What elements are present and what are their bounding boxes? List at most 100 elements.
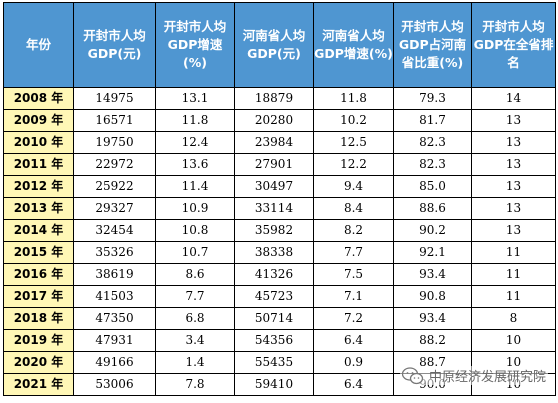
cell-ratio: 90.2 <box>393 219 472 242</box>
cell-hn-growth: 8.4 <box>313 197 394 220</box>
cell-year: 2020 年 <box>3 351 74 374</box>
cell-hn-growth: 7.7 <box>313 241 394 264</box>
cell-year: 2008 年 <box>3 87 74 110</box>
table-row: 2010 年 19750 12.4 23984 12.5 82.3 13 <box>3 131 556 154</box>
header-row: 年份 开封市人均GDP(元) 开封市人均GDP增速(%) 河南省人均GDP(元)… <box>3 2 556 88</box>
cell-hn-gdp: 30497 <box>234 175 314 198</box>
table-row: 2009 年 16571 11.8 20280 10.2 81.7 13 <box>3 109 556 132</box>
cell-kf-gdp: 19750 <box>73 131 156 154</box>
cell-rank: 13 <box>471 131 556 154</box>
cell-kf-growth: 7.8 <box>155 373 235 396</box>
cell-ratio: 79.3 <box>393 87 472 110</box>
table-row: 2019 年 47931 3.4 54356 6.4 88.2 10 <box>3 329 556 352</box>
cell-rank: 10 <box>471 329 556 352</box>
gdp-table: 年份 开封市人均GDP(元) 开封市人均GDP增速(%) 河南省人均GDP(元)… <box>3 2 556 396</box>
cell-rank: 14 <box>471 87 556 110</box>
cell-hn-gdp: 18879 <box>234 87 314 110</box>
cell-year: 2017 年 <box>3 285 74 308</box>
cell-year: 2015 年 <box>3 241 74 264</box>
cell-hn-growth: 8.2 <box>313 219 394 242</box>
cell-kf-gdp: 41503 <box>73 285 156 308</box>
cell-kf-gdp: 53006 <box>73 373 156 396</box>
table-row: 2012 年 25922 11.4 30497 9.4 85.0 13 <box>3 175 556 198</box>
cell-year: 2010 年 <box>3 131 74 154</box>
cell-hn-gdp: 41326 <box>234 263 314 286</box>
cell-kf-gdp: 25922 <box>73 175 156 198</box>
cell-kf-growth: 7.7 <box>155 285 235 308</box>
cell-kf-gdp: 47931 <box>73 329 156 352</box>
cell-kf-growth: 11.8 <box>155 109 235 132</box>
cell-hn-growth: 9.4 <box>313 175 394 198</box>
header-year: 年份 <box>3 2 74 88</box>
cell-kf-growth: 10.8 <box>155 219 235 242</box>
cell-year: 2021 年 <box>3 373 74 396</box>
cell-year: 2013 年 <box>3 197 74 220</box>
cell-year: 2014 年 <box>3 219 74 242</box>
cell-ratio: 93.4 <box>393 263 472 286</box>
cell-hn-growth: 7.2 <box>313 307 394 330</box>
cell-hn-gdp: 20280 <box>234 109 314 132</box>
cell-hn-growth: 12.2 <box>313 153 394 176</box>
cell-kf-gdp: 22972 <box>73 153 156 176</box>
cell-ratio: 85.0 <box>393 175 472 198</box>
table-row: 2008 年 14975 13.1 18879 11.8 79.3 14 <box>3 87 556 110</box>
cell-hn-growth: 0.9 <box>313 351 394 374</box>
cell-hn-gdp: 50714 <box>234 307 314 330</box>
cell-year: 2018 年 <box>3 307 74 330</box>
cell-kf-gdp: 38619 <box>73 263 156 286</box>
cell-hn-growth: 6.4 <box>313 329 394 352</box>
cell-year: 2016 年 <box>3 263 74 286</box>
cell-rank: 13 <box>471 219 556 242</box>
cell-kf-growth: 13.6 <box>155 153 235 176</box>
cell-rank: 13 <box>471 109 556 132</box>
cell-kf-growth: 10.9 <box>155 197 235 220</box>
cell-hn-gdp: 45723 <box>234 285 314 308</box>
wechat-icon <box>401 366 424 385</box>
table-row: 2017 年 41503 7.7 45723 7.1 90.8 11 <box>3 285 556 308</box>
cell-kf-growth: 12.4 <box>155 131 235 154</box>
header-rank: 开封市人均GDP在全省排名 <box>471 2 556 88</box>
cell-ratio: 93.4 <box>393 307 472 330</box>
cell-kf-growth: 8.6 <box>155 263 235 286</box>
cell-hn-gdp: 33114 <box>234 197 314 220</box>
table-row: 2015 年 35326 10.7 38338 7.7 92.1 11 <box>3 241 556 264</box>
cell-rank: 11 <box>471 285 556 308</box>
header-kf-gdp: 开封市人均GDP(元) <box>73 2 156 88</box>
cell-hn-gdp: 27901 <box>234 153 314 176</box>
cell-kf-growth: 13.1 <box>155 87 235 110</box>
cell-hn-growth: 11.8 <box>313 87 394 110</box>
cell-ratio: 88.6 <box>393 197 472 220</box>
header-ratio: 开封市人均GDP占河南省比重(%) <box>393 2 472 88</box>
cell-year: 2011 年 <box>3 153 74 176</box>
watermark-text: 中原经济发展研究院 <box>428 370 546 385</box>
cell-rank: 11 <box>471 241 556 264</box>
table-row: 2014 年 32454 10.8 35982 8.2 90.2 13 <box>3 219 556 242</box>
watermark: 中原经济发展研究院 <box>399 366 548 385</box>
cell-kf-gdp: 35326 <box>73 241 156 264</box>
cell-hn-growth: 7.5 <box>313 263 394 286</box>
cell-rank: 8 <box>471 307 556 330</box>
cell-rank: 13 <box>471 153 556 176</box>
table-row: 2016 年 38619 8.6 41326 7.5 93.4 11 <box>3 263 556 286</box>
cell-year: 2012 年 <box>3 175 74 198</box>
header-hn-gdp: 河南省人均GDP(元) <box>234 2 314 88</box>
cell-kf-gdp: 16571 <box>73 109 156 132</box>
header-kf-growth: 开封市人均GDP增速(%) <box>155 2 235 88</box>
cell-ratio: 88.2 <box>393 329 472 352</box>
table-row: 2018 年 47350 6.8 50714 7.2 93.4 8 <box>3 307 556 330</box>
cell-hn-gdp: 38338 <box>234 241 314 264</box>
cell-hn-gdp: 55435 <box>234 351 314 374</box>
cell-hn-gdp: 35982 <box>234 219 314 242</box>
cell-year: 2019 年 <box>3 329 74 352</box>
cell-hn-growth: 12.5 <box>313 131 394 154</box>
cell-rank: 11 <box>471 263 556 286</box>
cell-rank: 13 <box>471 175 556 198</box>
cell-ratio: 82.3 <box>393 153 472 176</box>
table-row: 2011 年 22972 13.6 27901 12.2 82.3 13 <box>3 153 556 176</box>
cell-year: 2009 年 <box>3 109 74 132</box>
cell-hn-growth: 6.4 <box>313 373 394 396</box>
cell-hn-growth: 10.2 <box>313 109 394 132</box>
cell-kf-growth: 3.4 <box>155 329 235 352</box>
table-row: 2020 年 49166 1.4 55435 0.9 88.7 10 <box>3 351 556 374</box>
cell-hn-gdp: 59410 <box>234 373 314 396</box>
